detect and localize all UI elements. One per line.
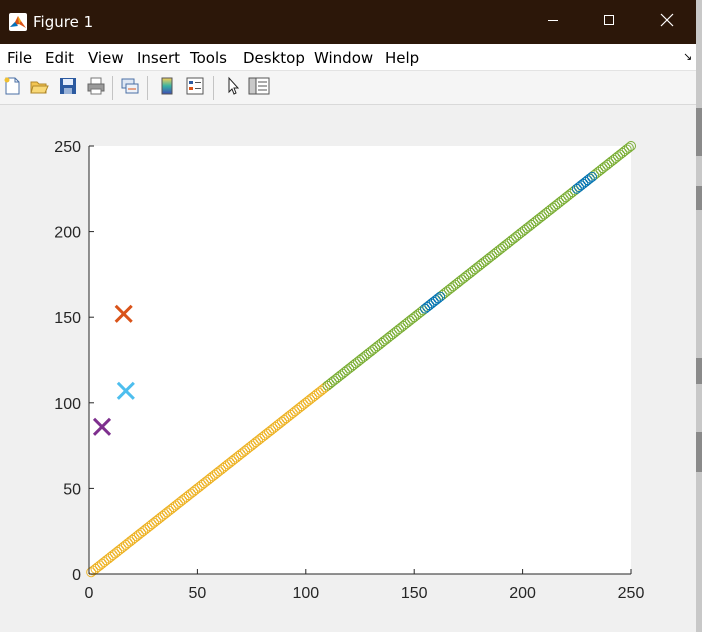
- menu-help[interactable]: Help: [385, 49, 420, 67]
- menu-desktop[interactable]: Desktop: [243, 49, 305, 67]
- link-plot-button[interactable]: [119, 77, 141, 99]
- toolbar-separator: [112, 76, 113, 100]
- x-marker: [114, 304, 133, 323]
- print-button[interactable]: [85, 77, 107, 99]
- menu-window[interactable]: Window: [314, 49, 374, 67]
- new-figure-icon: [2, 76, 22, 101]
- y-tick-label: 100: [54, 396, 81, 413]
- new-figure-button[interactable]: [1, 77, 23, 99]
- edge-chip: [696, 358, 702, 384]
- maximize-button[interactable]: [586, 0, 632, 44]
- data-point: [623, 142, 634, 153]
- open-property-inspector-icon: [248, 76, 270, 101]
- title-bar[interactable]: Figure 1: [0, 0, 696, 44]
- scatter-plot[interactable]: 0 50 100 150 200 250 0 50 100 150 200 250: [0, 105, 696, 632]
- x-tick-label: 100: [292, 585, 319, 602]
- plot-marks: [86, 141, 636, 578]
- data-point: [584, 173, 595, 184]
- window-title: Figure 1: [33, 13, 94, 31]
- close-button[interactable]: [644, 0, 690, 44]
- x-marker-stroke: [116, 381, 135, 400]
- data-point: [435, 291, 446, 302]
- close-icon: [660, 13, 674, 32]
- menu-file[interactable]: File: [7, 49, 33, 67]
- background-window-edge: [696, 0, 702, 632]
- x-tick-label: 150: [401, 585, 428, 602]
- y-tick-label: 0: [72, 567, 81, 584]
- y-tick-label: 250: [54, 139, 81, 156]
- menu-tools[interactable]: Tools: [190, 49, 227, 67]
- edit-plot-button[interactable]: [222, 76, 244, 101]
- menu-bar: File Edit View Insert Tools Desktop Wind…: [0, 44, 696, 71]
- open-property-inspector-button[interactable]: [248, 77, 270, 99]
- dock-arrow-icon[interactable]: ↘: [683, 51, 693, 63]
- x-marker: [116, 381, 135, 400]
- link-plot-icon: [120, 76, 140, 101]
- open-file-button[interactable]: [28, 77, 50, 99]
- toolbar: [0, 71, 696, 105]
- edge-chip: [696, 186, 702, 210]
- data-point: [626, 141, 636, 151]
- menu-insert[interactable]: Insert: [137, 49, 181, 67]
- insert-colorbar-button[interactable]: [156, 77, 178, 99]
- menu-view[interactable]: View: [88, 49, 124, 67]
- open-file-icon: [29, 76, 49, 101]
- y-tick-label: 50: [63, 481, 81, 498]
- x-tick-label: 50: [189, 585, 207, 602]
- insert-legend-button[interactable]: [184, 77, 206, 99]
- edit-plot-icon: [223, 76, 243, 101]
- matlab-logo-icon: [9, 13, 27, 31]
- y-tick-label: 200: [54, 225, 81, 242]
- edge-chip: [696, 432, 702, 472]
- insert-legend-icon: [185, 76, 205, 101]
- data-point: [587, 171, 597, 182]
- x-tick-label: 250: [618, 585, 645, 602]
- insert-colorbar-icon: [157, 76, 177, 101]
- data-point: [433, 293, 443, 304]
- minimize-icon: [547, 13, 559, 31]
- edge-chip: [696, 108, 702, 156]
- toolbar-separator: [147, 76, 148, 100]
- maximize-icon: [603, 13, 615, 31]
- x-marker: [92, 417, 112, 436]
- save-button[interactable]: [57, 77, 79, 99]
- y-tick-label: 150: [54, 310, 81, 327]
- save-icon: [58, 76, 78, 101]
- figure-canvas: 0 50 100 150 200 250 0 50 100 150 200 250: [0, 105, 696, 632]
- menu-edit[interactable]: Edit: [45, 49, 75, 67]
- minimize-button[interactable]: [530, 0, 576, 44]
- x-marker-stroke: [114, 304, 133, 323]
- x-tick-label: 200: [509, 585, 536, 602]
- axis-ticks: 0 50 100 150 200 250 0 50 100 150 200 250: [54, 139, 644, 602]
- toolbar-separator: [213, 76, 214, 100]
- x-tick-label: 0: [85, 585, 94, 602]
- x-marker-stroke: [92, 417, 112, 436]
- print-icon: [86, 76, 106, 101]
